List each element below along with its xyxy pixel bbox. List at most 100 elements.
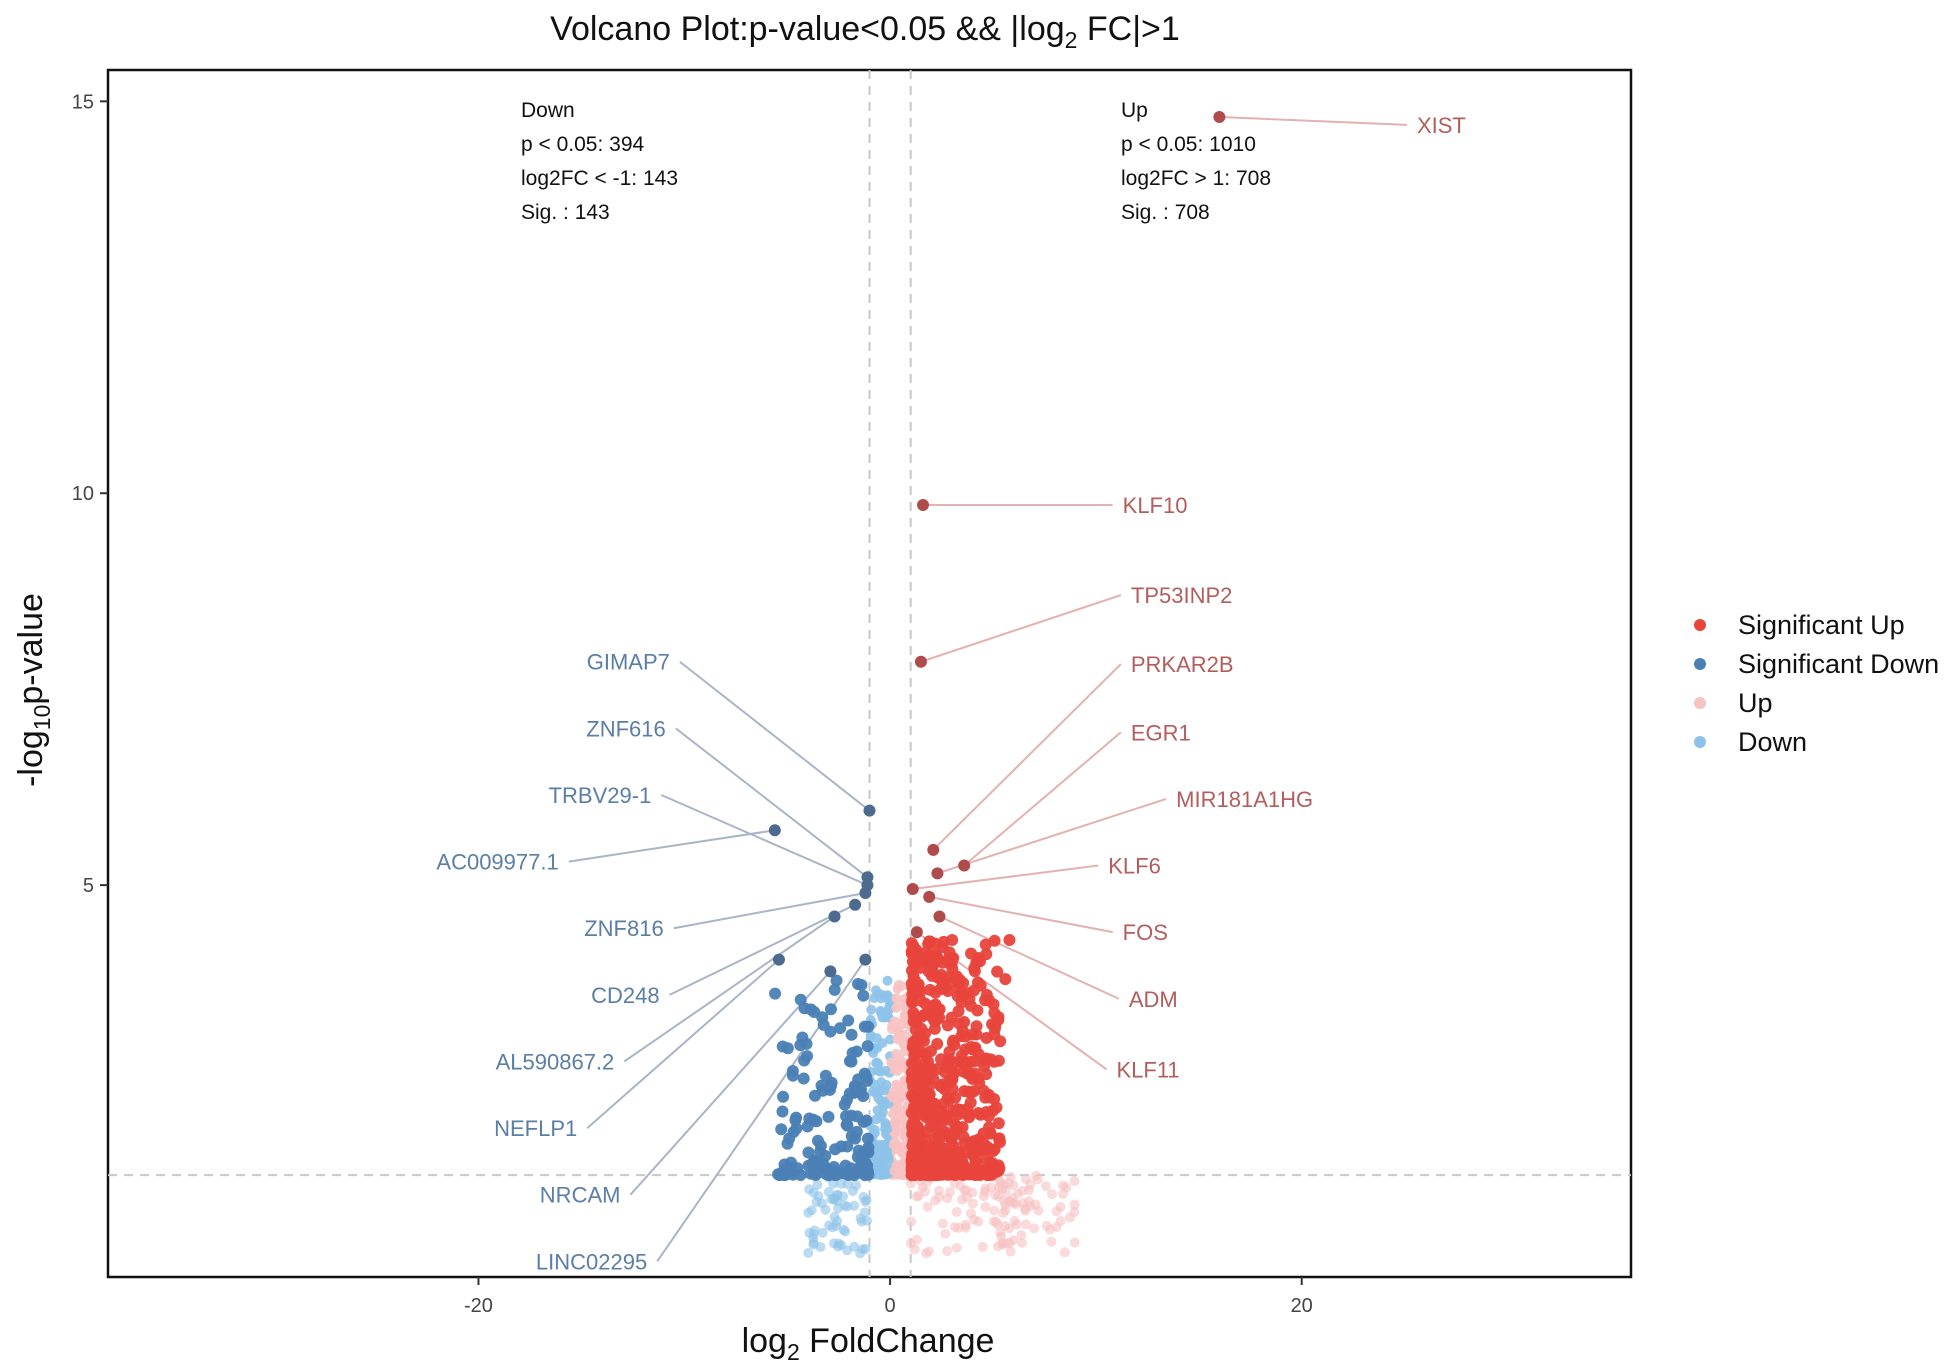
point-up [973, 1216, 984, 1227]
point-significant-down [769, 987, 782, 1000]
point-significant-up [971, 1004, 984, 1017]
point-significant-up [987, 1145, 1000, 1158]
point-significant-down [775, 1123, 788, 1136]
point-significant-down [860, 1074, 873, 1087]
point-significant-down [789, 1114, 802, 1127]
point-down [877, 1012, 888, 1023]
point-significant-down [777, 1090, 790, 1103]
point-up [960, 1222, 971, 1233]
point-significant-down [814, 1145, 827, 1158]
point-up [1030, 1170, 1041, 1181]
point-significant-down [855, 978, 868, 991]
gene-label: TRBV29-1 [549, 783, 652, 808]
legend-swatch-down [1694, 736, 1706, 748]
legend: Significant Up Significant Down Up Down [1694, 610, 1939, 757]
gene-point [910, 926, 923, 939]
point-significant-up [907, 1092, 920, 1105]
point-down [871, 1057, 882, 1068]
point-up [893, 1029, 904, 1040]
gene-label: CD248 [591, 983, 659, 1008]
point-significant-down [822, 1110, 835, 1123]
gene-point [931, 867, 944, 880]
point-down [872, 1065, 883, 1076]
gene-connector-line [623, 915, 836, 1063]
point-up [890, 1117, 901, 1128]
point-significant-up [961, 1102, 974, 1115]
point-significant-down [861, 1132, 874, 1145]
point-up [1029, 1223, 1040, 1234]
gene-point [906, 883, 919, 896]
point-up [934, 1191, 945, 1202]
point-significant-up [907, 1006, 920, 1019]
point-significant-up [929, 986, 942, 999]
gene-label: PRKAR2B [1131, 652, 1234, 677]
point-significant-down [783, 1132, 796, 1145]
point-significant-down [838, 1098, 851, 1111]
point-significant-down [848, 1079, 861, 1092]
annotation-down-line: log2FC < -1: 143 [521, 167, 678, 190]
point-significant-down [862, 1168, 875, 1181]
gene-point [958, 859, 971, 872]
gene-point [849, 898, 862, 911]
point-significant-down [816, 1084, 829, 1097]
x-axis-title: log2 FoldChange [742, 1322, 995, 1365]
gene-label: ZNF616 [586, 716, 665, 741]
point-significant-down [835, 1140, 848, 1153]
point-significant-up [943, 970, 956, 983]
threshold-lines [108, 70, 1631, 1277]
point-down [804, 1227, 815, 1238]
point-up [1058, 1189, 1069, 1200]
point-down [861, 1215, 872, 1226]
point-down [836, 1178, 847, 1189]
point-significant-up [993, 1136, 1006, 1149]
point-down [860, 1196, 871, 1207]
annotation-up-line: p < 0.05: 1010 [1121, 133, 1256, 156]
point-significant-up [945, 957, 958, 970]
point-up [942, 1246, 953, 1257]
point-significant-down [828, 983, 841, 996]
point-up [1069, 1237, 1080, 1248]
point-significant-up [972, 1133, 985, 1146]
point-significant-down [849, 1132, 862, 1145]
point-significant-up [925, 1062, 938, 1075]
gene-connector-line [660, 794, 868, 887]
point-down [832, 1216, 843, 1227]
point-up [1047, 1189, 1058, 1200]
gene-label: MIR181A1HG [1176, 787, 1313, 812]
point-significant-up [988, 1028, 1001, 1041]
point-significant-down [842, 1014, 855, 1027]
point-significant-up [986, 1018, 999, 1031]
point-significant-down [845, 1055, 858, 1068]
y-tick-label: 15 [72, 91, 94, 113]
point-significant-up [977, 1166, 990, 1179]
point-significant-up [917, 1083, 930, 1096]
gene-point [917, 498, 930, 511]
legend-label-up: Up [1738, 688, 1773, 718]
point-significant-up [974, 979, 987, 992]
point-significant-up [983, 1121, 996, 1134]
point-up [1064, 1212, 1075, 1223]
gene-point [914, 655, 927, 668]
point-up [997, 1239, 1008, 1250]
annotation-up: Up p < 0.05: 1010 log2FC > 1: 708 Sig. :… [1121, 99, 1271, 224]
point-up [978, 1191, 989, 1202]
point-significant-up [934, 1164, 947, 1177]
point-up [989, 1205, 1000, 1216]
point-significant-down [861, 1040, 874, 1053]
point-significant-up [952, 974, 965, 987]
point-up [1005, 1171, 1016, 1182]
point-down [808, 1187, 819, 1198]
point-up [951, 1242, 962, 1253]
point-down [871, 1114, 882, 1125]
point-up [894, 1053, 905, 1064]
point-significant-up [922, 1105, 935, 1118]
gene-connector-line [1219, 116, 1407, 126]
gene-connector-line [937, 797, 1167, 875]
point-down [885, 1034, 896, 1045]
annotation-down-line: Sig. : 143 [521, 201, 610, 224]
point-significant-up [905, 937, 918, 950]
gene-point [927, 843, 940, 856]
gene-connector-line [586, 958, 780, 1129]
point-up [940, 1228, 951, 1239]
